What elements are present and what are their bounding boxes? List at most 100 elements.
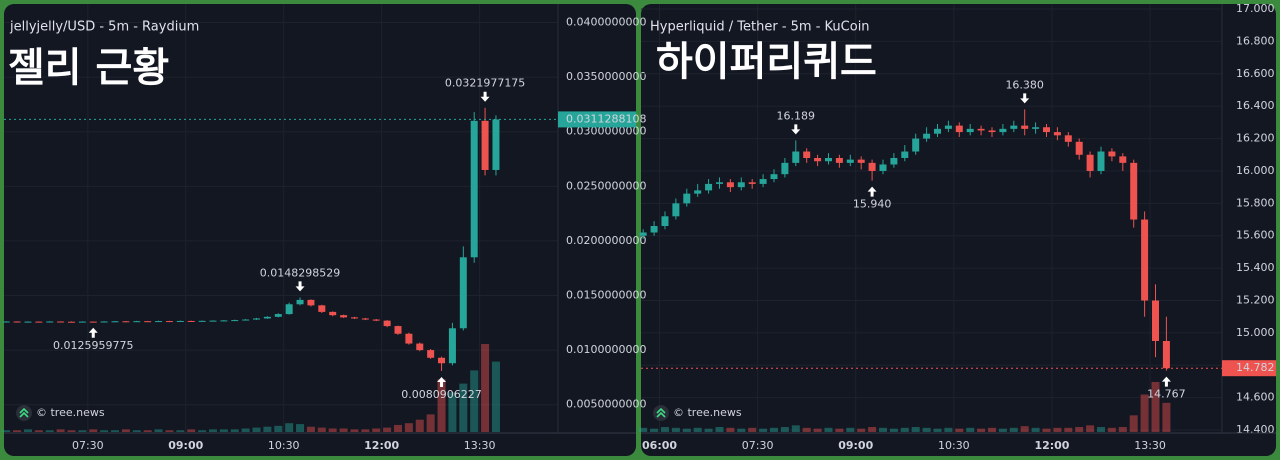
overlay-heading: 젤리 근황 (8, 45, 169, 91)
volume-bar (23, 429, 32, 432)
candle-body (824, 158, 832, 162)
volume-bar (769, 427, 778, 432)
volume-bar (339, 428, 348, 432)
volume-bar (198, 430, 207, 432)
volume-bar (13, 430, 22, 432)
candle-body (966, 128, 974, 133)
volume-bar (813, 428, 822, 432)
volume-bar (143, 430, 152, 432)
candle-body (1141, 219, 1149, 301)
candle-body (481, 120, 489, 170)
candle-body (340, 315, 348, 318)
candle-body (263, 316, 271, 319)
volume-bar (1075, 427, 1084, 432)
marker-arrow (437, 376, 447, 387)
volume-bar (1020, 426, 1029, 432)
watermark: © tree.news (36, 406, 105, 419)
y-tick-label: 15.800 (1236, 196, 1275, 209)
volume-bar (154, 429, 163, 432)
chart-title: jellyjelly/USD - 5m - Raydium (9, 20, 199, 35)
volume-bar (1053, 427, 1062, 432)
candle-body (198, 320, 206, 322)
candle-body (661, 216, 669, 227)
y-tick-label: 14.600 (1236, 391, 1275, 404)
candle-body (650, 226, 658, 233)
volume-bar (296, 424, 305, 432)
last-price-label: 14.782 (1236, 361, 1275, 374)
volume-bar (481, 344, 490, 432)
watermark-icon-chevrons (19, 407, 29, 418)
marker-label: 16.189 (777, 109, 816, 122)
volume-bar (100, 430, 109, 432)
marker-label: 0.0321977175 (445, 77, 525, 90)
volume-bar (208, 429, 217, 432)
candle-body (350, 317, 358, 319)
volume-bar (824, 427, 833, 432)
charts: 0.0050000000 0.0100000000 0.0150000000 0.02… (2, 2, 1276, 452)
chart-title: Hyperliquid / Tether - 5m - KuCoin (650, 20, 870, 35)
volume-bar (187, 429, 196, 432)
candle-body (155, 321, 163, 323)
left-panel (4, 4, 636, 456)
volume-bar (1097, 427, 1106, 432)
volume-bar (1009, 427, 1018, 432)
candle-body (165, 321, 173, 323)
candle-body (1152, 300, 1160, 341)
candle-body (639, 232, 647, 236)
candle-body (977, 128, 985, 131)
candle-body (427, 350, 435, 358)
volume-bar (45, 430, 54, 432)
last-price-tag (1222, 360, 1276, 377)
candle-body (1053, 132, 1061, 136)
volume-bar (111, 430, 120, 432)
volume-bar (361, 429, 370, 432)
candle-body (67, 321, 75, 323)
candle-body (274, 314, 282, 317)
volume-bar (1107, 427, 1116, 432)
volume-bar (89, 429, 98, 432)
x-tick-label: 10:30 (938, 439, 970, 452)
candle-body (933, 128, 941, 134)
volume-bar (1042, 428, 1051, 432)
candle-body (814, 158, 822, 162)
volume-bar (263, 426, 272, 432)
volume-bar (791, 425, 800, 432)
volume-bar (671, 427, 680, 432)
candle-body (176, 320, 184, 322)
volume-bar (241, 428, 250, 432)
candle-body (448, 328, 456, 364)
candle-body (879, 164, 887, 171)
volume-bar (350, 429, 359, 432)
candle-body (144, 321, 152, 323)
candle-body (24, 321, 32, 323)
volume-bar (987, 427, 996, 432)
marker-label: 16.380 (1005, 78, 1044, 91)
candle-body (242, 319, 250, 321)
volume-bar (448, 392, 457, 432)
volume-bar (1162, 402, 1171, 432)
volume-bar (437, 379, 446, 432)
candle-body (1162, 340, 1170, 369)
candle-body (890, 158, 898, 165)
candle-body (955, 125, 963, 133)
volume-bar (857, 428, 866, 432)
y-tick-label: 0.0100000000 (566, 343, 646, 356)
last-price-label: 0.0311288108 (566, 112, 646, 125)
y-tick-label: 16.600 (1236, 67, 1275, 80)
volume-bar (1151, 382, 1160, 432)
volume-bar (922, 427, 931, 432)
y-tick-label: 14.400 (1236, 423, 1275, 436)
marker-label: 0.0080906227 (401, 388, 481, 401)
volume-bar (491, 361, 500, 432)
candle-body (694, 190, 702, 194)
candle-body (868, 162, 876, 171)
candle-body (901, 151, 909, 159)
candle-body (1108, 151, 1116, 157)
candle-body (2, 321, 10, 323)
candle-body (285, 304, 293, 315)
volume-bar (944, 427, 953, 432)
x-tick-label: 12:00 (364, 439, 399, 452)
marker-arrow (1161, 376, 1171, 387)
candle-body (111, 321, 119, 323)
candle-body (1043, 127, 1051, 133)
